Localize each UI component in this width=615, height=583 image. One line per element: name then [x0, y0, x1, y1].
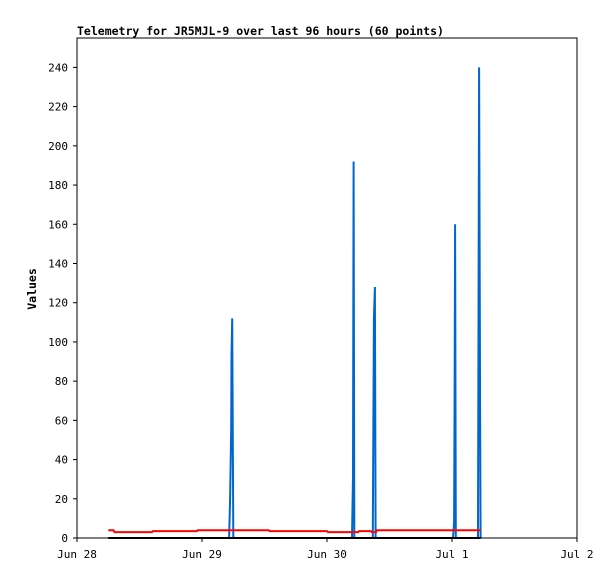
- y-tick-label: 220: [48, 101, 68, 114]
- y-tick-label: 140: [48, 257, 68, 270]
- x-tick-label: Jun 28: [57, 548, 97, 561]
- y-tick-label: 240: [48, 61, 68, 74]
- axis-layer: 0 20 40 60 80 100 120 140 160 180 200 220 240 Jun 28 J…: [48, 37, 594, 561]
- x-tick-label: Jul 2: [560, 548, 593, 561]
- y-tick-label: 120: [48, 297, 68, 310]
- y-tick-label: 160: [48, 218, 68, 231]
- y-axis-label: Values: [25, 268, 39, 310]
- y-tick-label: 80: [55, 375, 68, 388]
- y-tick-label: 20: [55, 493, 68, 506]
- y-tick-label: 200: [48, 140, 68, 153]
- x-tick-label: Jul 1: [435, 548, 468, 561]
- y-tick-label: 40: [55, 454, 68, 467]
- x-tick-label: Jun 29: [182, 548, 222, 561]
- chart-title: Telemetry for JR5MJL-9 over last 96 hour…: [77, 24, 444, 38]
- y-tick-label: 100: [48, 336, 68, 349]
- y-tick-label: 180: [48, 179, 68, 192]
- series-line-2: [108, 529, 481, 534]
- x-tick-label: Jun 30: [307, 548, 347, 561]
- y-tick-label: 0: [61, 532, 68, 545]
- y-tick-label: 60: [55, 414, 68, 427]
